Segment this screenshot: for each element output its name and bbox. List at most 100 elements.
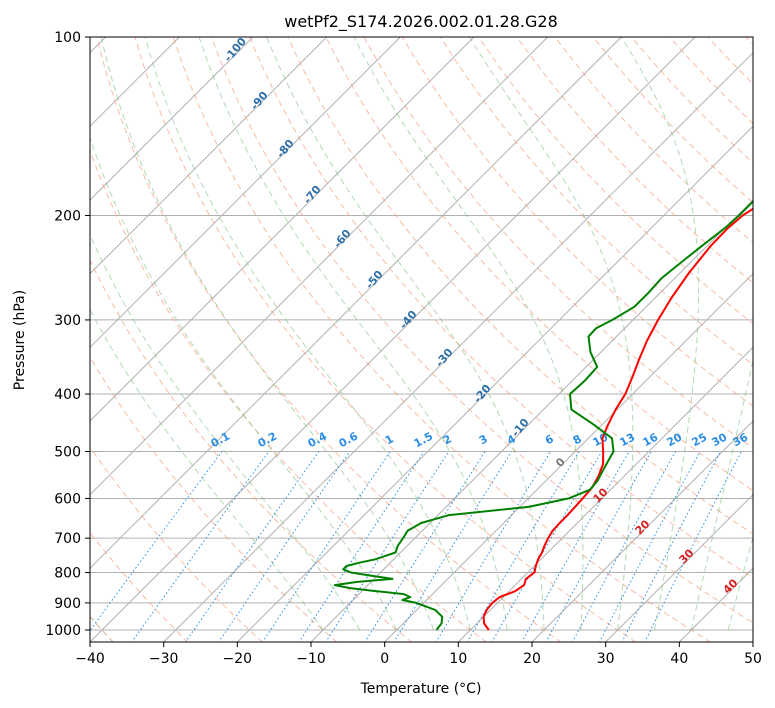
dry-adiabat bbox=[745, 37, 753, 45]
moist-adiabat bbox=[90, 135, 398, 631]
moist-adiabat-label: 0 bbox=[553, 455, 568, 470]
mixing-ratio-label: 3 bbox=[477, 432, 490, 447]
dry-adiabat bbox=[90, 532, 189, 642]
x-tick-label: 0 bbox=[380, 651, 389, 667]
moist-adiabat bbox=[90, 233, 361, 631]
moist-adiabat bbox=[727, 535, 753, 631]
mixing-ratio-label: 0.4 bbox=[306, 429, 330, 450]
mixing-ratio-line bbox=[599, 451, 701, 642]
mixing-ratio-label: 16 bbox=[641, 430, 661, 449]
y-tick-label: 1000 bbox=[45, 623, 81, 639]
y-axis-label: Pressure (hPa) bbox=[12, 290, 28, 390]
mixing-ratio-line bbox=[545, 451, 652, 642]
dry-adiabat bbox=[210, 37, 753, 624]
y-tick-label: 500 bbox=[54, 444, 81, 460]
isotherm-line bbox=[236, 125, 753, 642]
mixing-ratio-line bbox=[325, 451, 450, 642]
dry-adiabat bbox=[287, 37, 753, 535]
isotherm-line bbox=[90, 37, 254, 201]
plot-frame bbox=[89, 36, 754, 643]
x-tick-label: 40 bbox=[670, 651, 688, 667]
y-tick-label: 900 bbox=[54, 596, 81, 612]
moist-adiabat bbox=[144, 37, 471, 631]
moist-adiabat bbox=[353, 37, 584, 631]
moist-adiabat bbox=[469, 37, 634, 631]
dry-adiabat-label: -40 bbox=[397, 308, 420, 332]
mixing-ratio-label: 0.6 bbox=[337, 429, 361, 450]
dry-adiabat bbox=[90, 148, 488, 642]
mixing-ratio-label: 0.2 bbox=[256, 430, 279, 451]
y-tick-label: 800 bbox=[54, 566, 81, 582]
mixing-ratio-label: 1 bbox=[383, 432, 396, 447]
mixing-ratio-label: 13 bbox=[618, 431, 638, 450]
dry-adiabat-label: -20 bbox=[471, 382, 494, 406]
y-tick-label: 400 bbox=[54, 387, 81, 403]
isotherm-line bbox=[457, 346, 753, 642]
sounding-traces bbox=[333, 200, 753, 631]
mixing-ratio-line bbox=[393, 451, 513, 642]
y-tick-label: 100 bbox=[54, 30, 81, 46]
moist-adiabat bbox=[266, 37, 545, 630]
dry-adiabat bbox=[96, 37, 562, 642]
mixing-ratio-line bbox=[90, 451, 223, 632]
mixing-ratio-label: 25 bbox=[690, 431, 710, 450]
y-tick-label: 700 bbox=[54, 531, 81, 547]
chart-title: wetPf2_S174.2026.002.01.28.G28 bbox=[284, 12, 558, 32]
moist-adiabat bbox=[100, 37, 434, 631]
dewpoint-trace bbox=[333, 200, 753, 631]
temperature-trace bbox=[482, 207, 753, 631]
x-tick-label: 50 bbox=[744, 651, 762, 667]
dry-adiabat bbox=[90, 446, 263, 642]
x-tick-label: 10 bbox=[449, 651, 467, 667]
moist-adiabat-label: 40 bbox=[721, 576, 741, 596]
dry-adiabat bbox=[249, 37, 753, 579]
dry-adiabat-label: -100 bbox=[221, 35, 249, 65]
isotherm-line bbox=[90, 37, 475, 422]
dry-adiabat bbox=[134, 37, 637, 642]
isotherm-line bbox=[90, 37, 328, 275]
mixing-ratio-line bbox=[364, 451, 486, 642]
dry-adiabat bbox=[325, 37, 753, 492]
dry-adiabat bbox=[516, 37, 753, 284]
isotherm-line bbox=[90, 37, 622, 570]
moist-adiabat bbox=[620, 37, 700, 631]
x-tick-label: −40 bbox=[75, 651, 105, 667]
dry-adiabat-label: -80 bbox=[274, 137, 297, 161]
isotherm-line bbox=[90, 37, 696, 642]
isotherm-line bbox=[384, 272, 753, 642]
mixing-ratio-line bbox=[644, 451, 742, 642]
dry-adiabat bbox=[439, 37, 753, 366]
x-axis-label: Temperature (°C) bbox=[360, 681, 482, 697]
isotherm-line bbox=[90, 37, 401, 349]
isotherm-line bbox=[605, 493, 753, 642]
x-tick-label: −10 bbox=[296, 651, 326, 667]
mixing-ratio-line bbox=[218, 451, 351, 642]
mixing-ratio-label: 36 bbox=[731, 430, 751, 449]
background-grid bbox=[90, 37, 753, 642]
dry-adiabat-label: -60 bbox=[331, 227, 354, 251]
mixing-ratio-line bbox=[521, 451, 630, 642]
isotherm-line bbox=[678, 567, 753, 642]
mixing-ratio-line bbox=[435, 451, 551, 642]
mixing-ratio-line bbox=[261, 451, 391, 642]
mixing-ratio-line bbox=[185, 451, 320, 642]
axes: −40 −30 −20 −10 0 10 20 30 40 5010020030040050060… bbox=[45, 30, 762, 667]
dry-adiabat-label: -90 bbox=[248, 89, 271, 113]
x-tick-label: −20 bbox=[223, 651, 253, 667]
mixing-ratio-line bbox=[131, 451, 270, 642]
mixing-ratio-label: 6 bbox=[543, 432, 556, 447]
moist-adiabat bbox=[90, 308, 324, 631]
dry-adiabat bbox=[172, 37, 712, 642]
isotherm-line bbox=[531, 420, 753, 642]
moist-adiabat bbox=[198, 37, 508, 631]
dry-adiabat bbox=[90, 356, 338, 642]
dry-adiabat-label: -50 bbox=[363, 268, 386, 292]
y-tick-label: 300 bbox=[54, 313, 81, 329]
dry-adiabat bbox=[90, 259, 413, 642]
dry-adiabat bbox=[478, 37, 753, 325]
moist-adiabat-label: 30 bbox=[677, 546, 697, 566]
mixing-ratio-label: 2 bbox=[441, 432, 454, 447]
dry-adiabat bbox=[707, 37, 753, 85]
x-tick-label: 30 bbox=[597, 651, 615, 667]
